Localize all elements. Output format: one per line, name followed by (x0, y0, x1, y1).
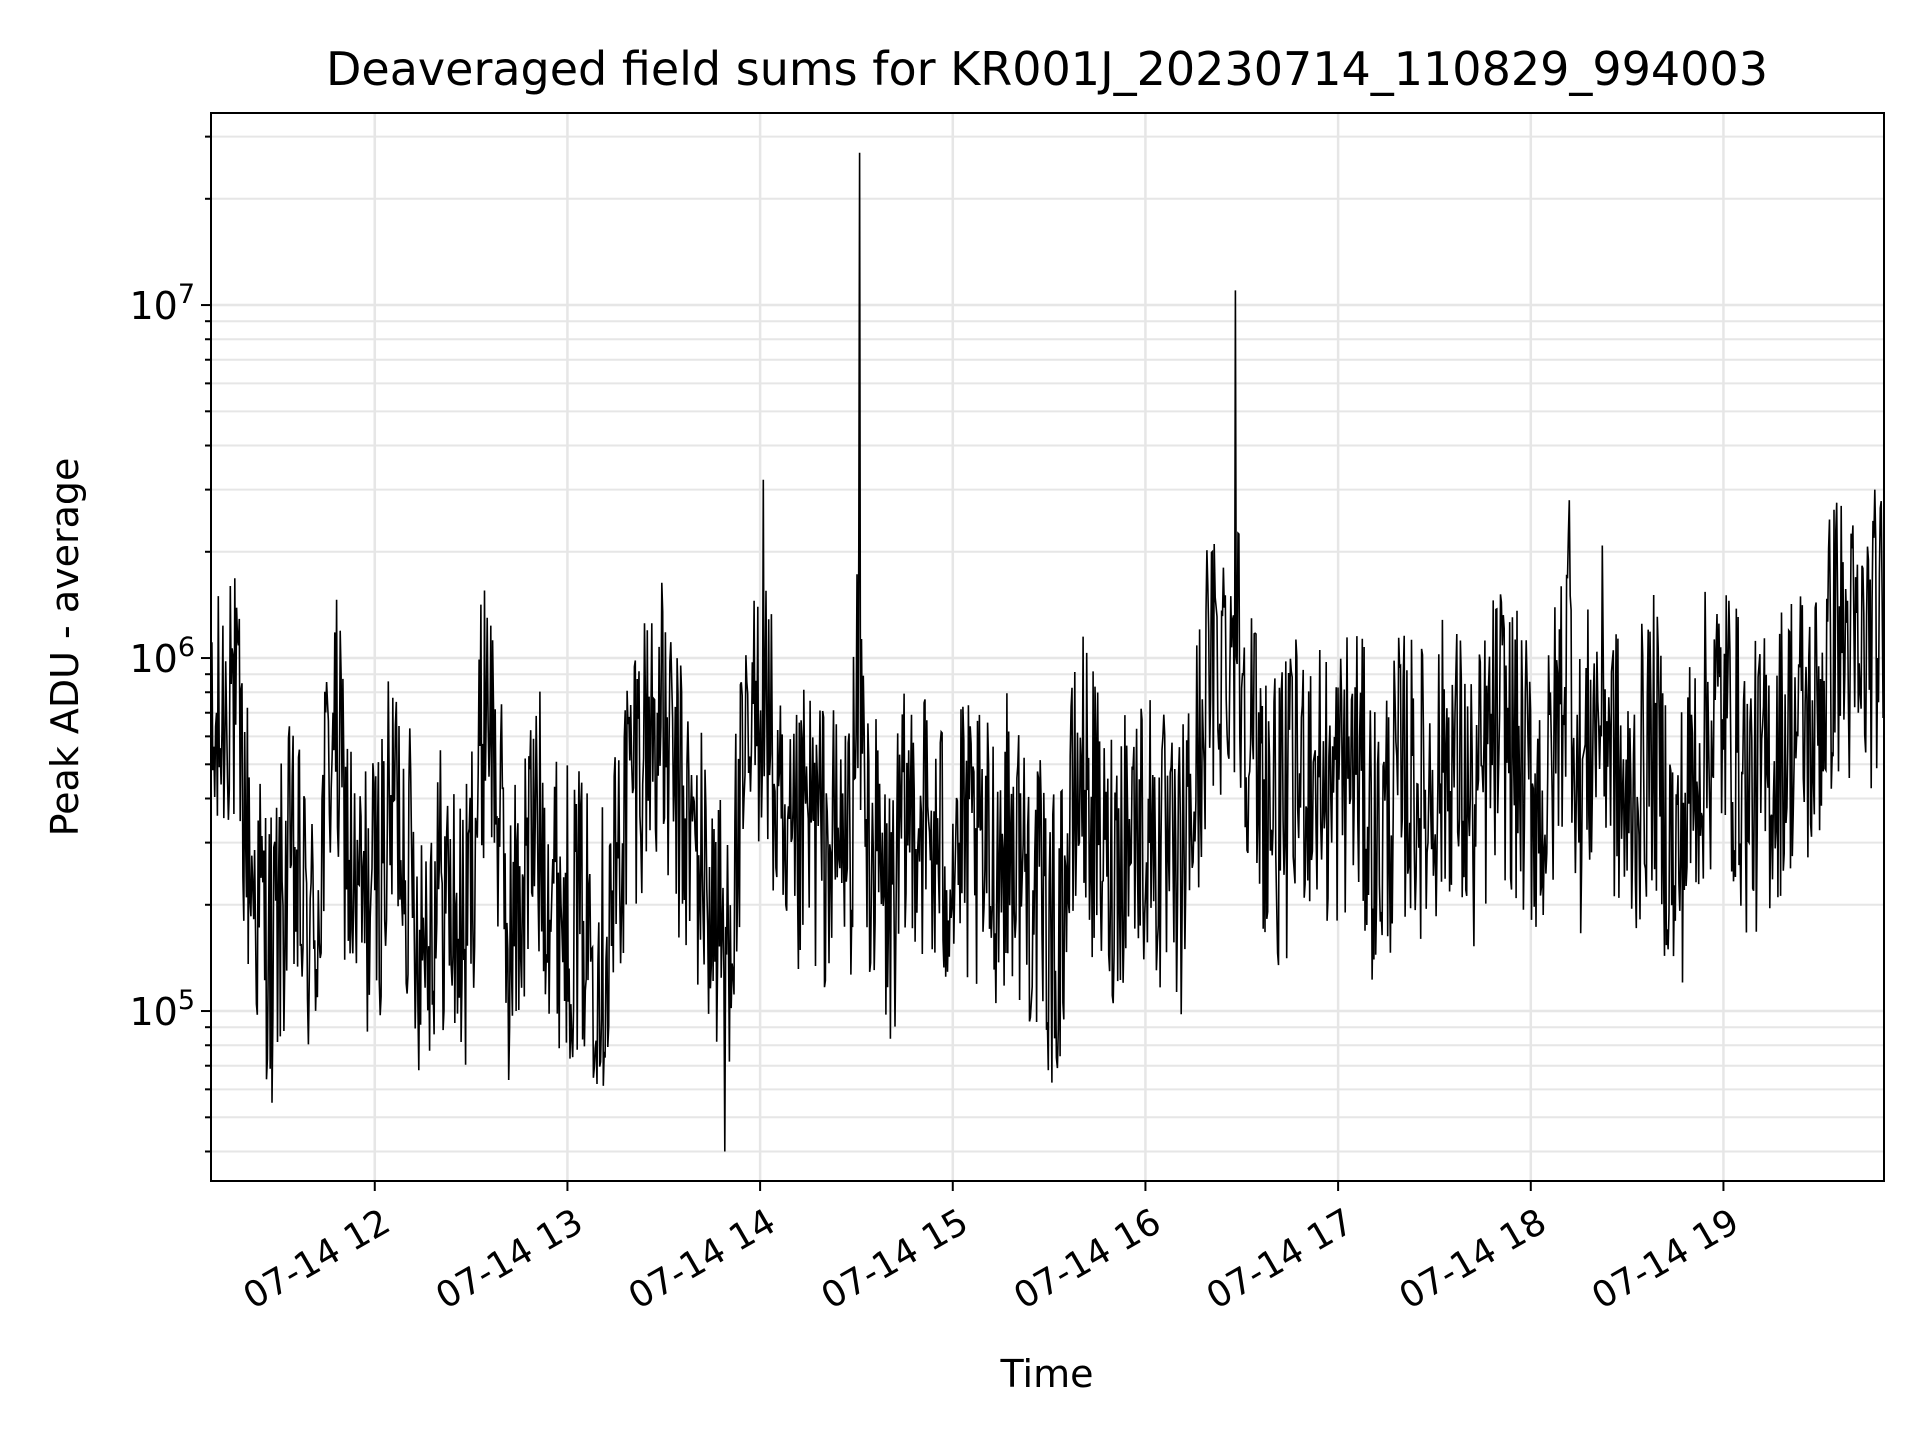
x-tick-label: 07-14 14 (622, 1201, 783, 1317)
x-tick-label: 07-14 18 (1393, 1201, 1554, 1317)
axes: 105 106 107 07-14 12 07-14 13 07-14 14 07-14 1… (129, 135, 1746, 1318)
series-line (210, 152, 1885, 1152)
y-axis-label: Peak ADU - average (43, 458, 87, 837)
plot-frame (210, 112, 1885, 1182)
x-tick-label: 07-14 15 (815, 1201, 976, 1317)
x-tick-label: 07-14 13 (429, 1201, 590, 1317)
x-tick-label: 07-14 12 (237, 1201, 398, 1317)
x-tick-label: 07-14 16 (1007, 1201, 1168, 1317)
x-tick-label: 07-14 17 (1200, 1201, 1361, 1317)
y-tick-label: 105 (129, 985, 195, 1034)
x-tick-label: 07-14 19 (1585, 1201, 1746, 1317)
x-axis-label: Time (1000, 1352, 1094, 1396)
chart-title: Deaveraged field sums for KR001J_2023071… (326, 42, 1768, 96)
y-tick-label: 107 (129, 279, 195, 328)
y-tick-label: 106 (129, 632, 195, 681)
